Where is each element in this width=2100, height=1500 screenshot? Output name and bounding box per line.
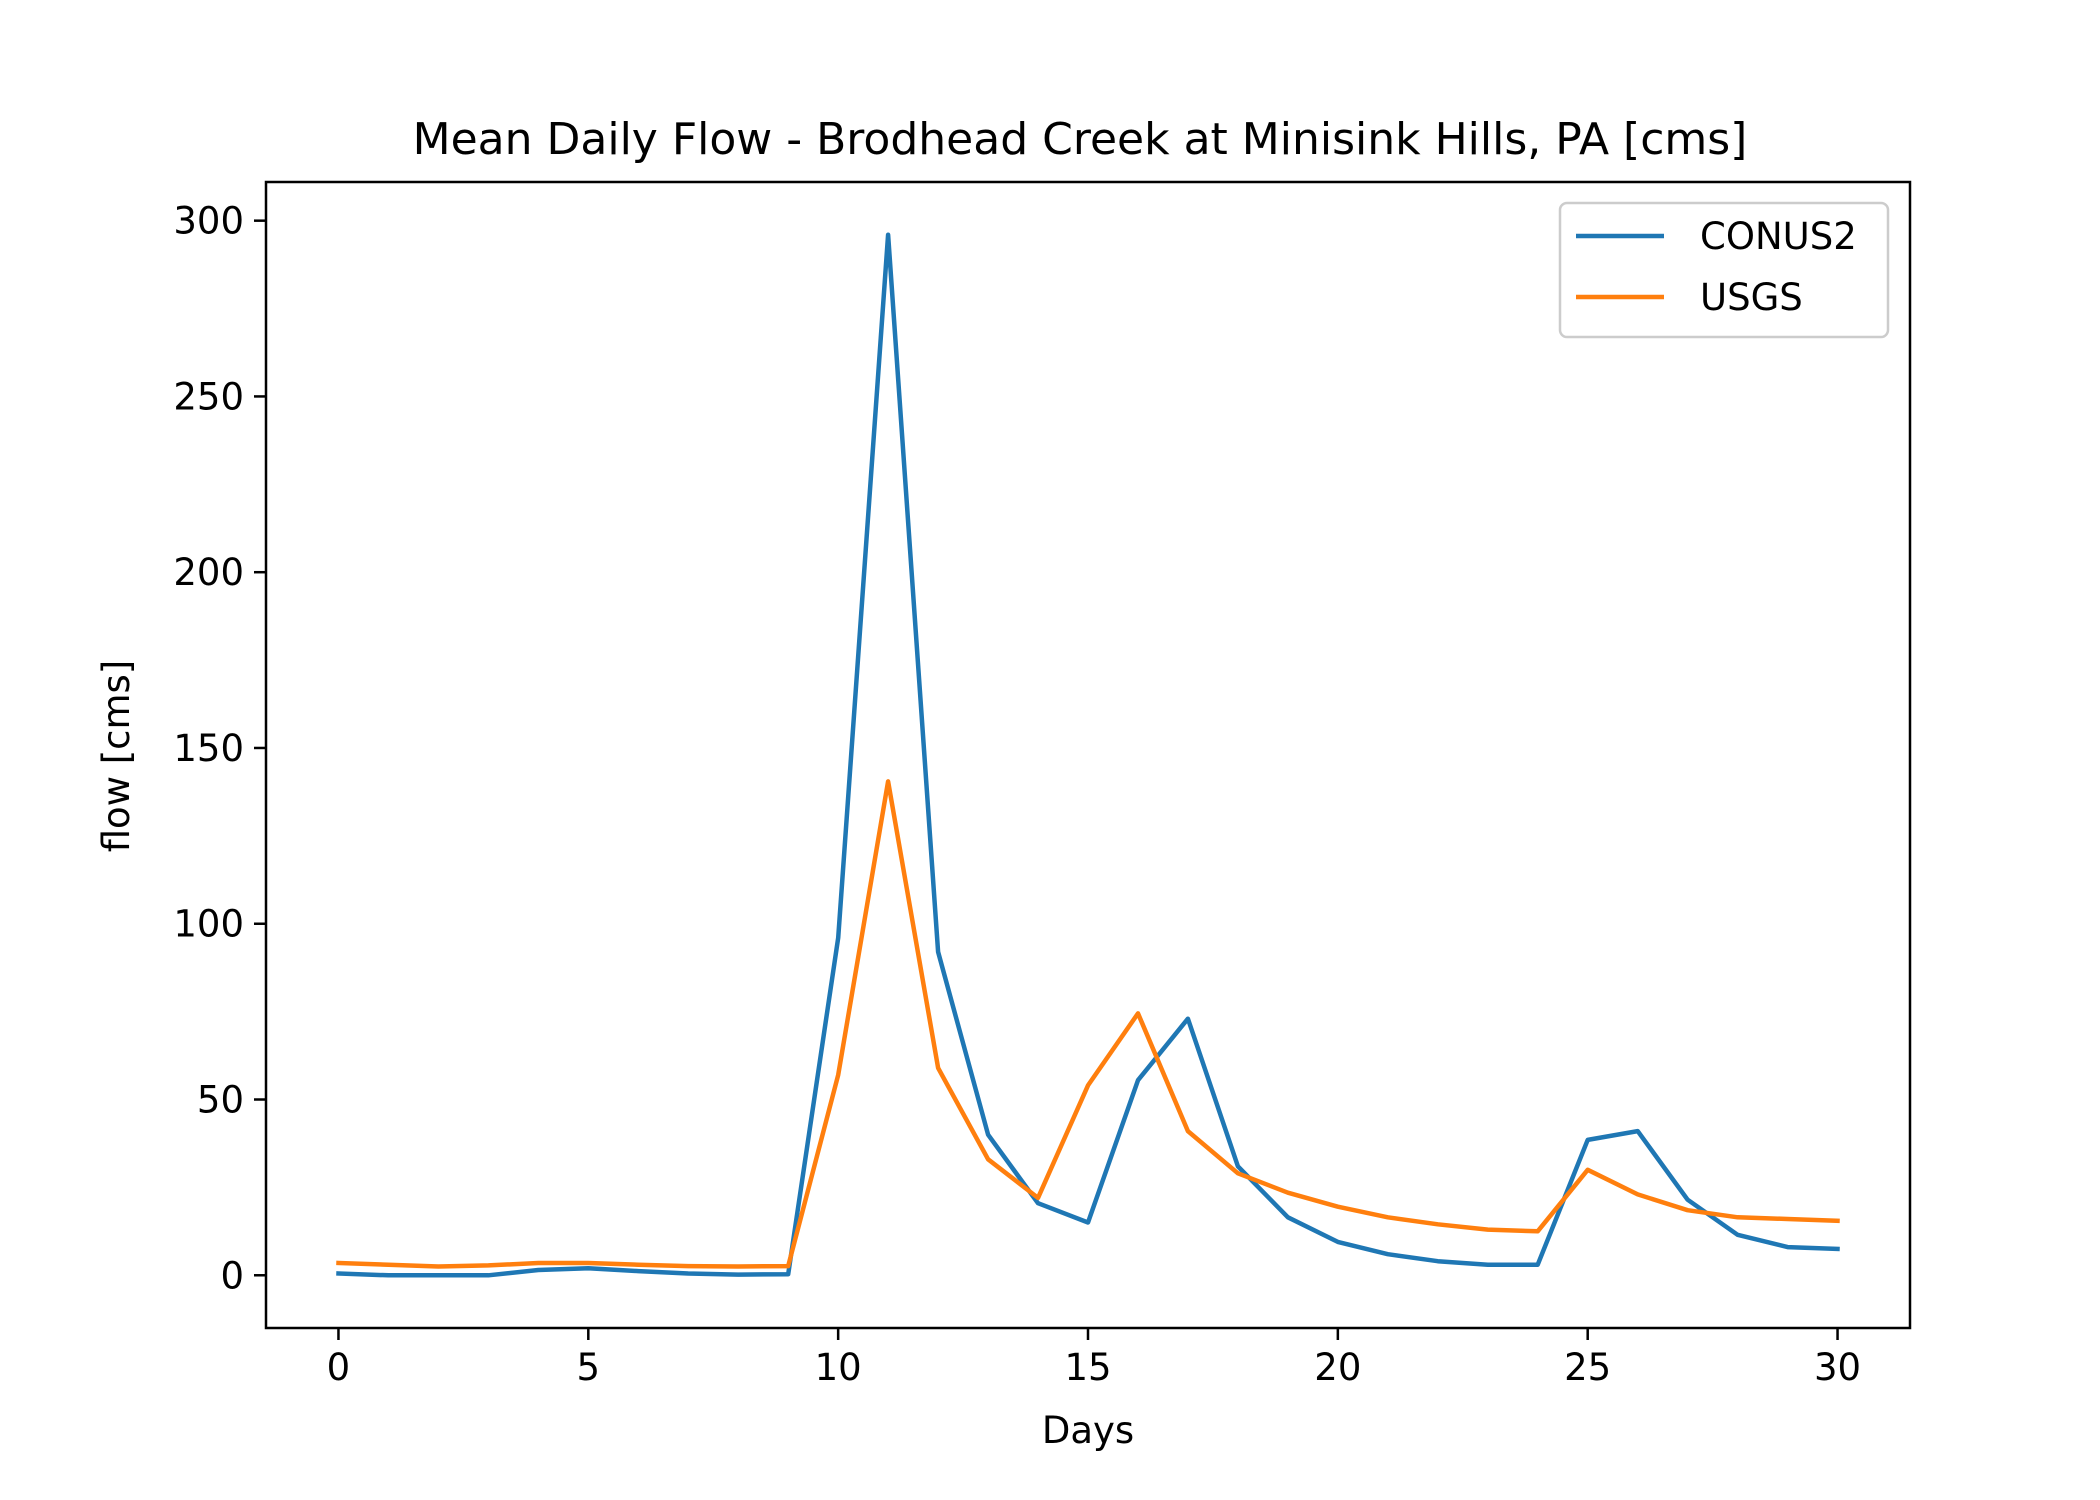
y-tick-label: 100: [173, 903, 244, 946]
series-line-conus2: [336, 232, 1840, 1278]
legend-label-usgs: USGS: [1700, 276, 1803, 319]
y-tick-label: 250: [173, 375, 244, 418]
x-tick-label: 20: [1314, 1346, 1361, 1389]
y-tick-label: 200: [173, 551, 244, 594]
y-axis-label: flow [cms]: [95, 660, 138, 853]
x-tick-label: 10: [815, 1346, 862, 1389]
legend-label-conus2: CONUS2: [1700, 215, 1857, 258]
x-tick-label: 30: [1814, 1346, 1861, 1389]
y-tick-label: 0: [220, 1254, 244, 1297]
y-tick-label: 150: [173, 727, 244, 770]
x-tick-label: 0: [327, 1346, 351, 1389]
y-tick-label: 50: [197, 1079, 244, 1122]
x-axis: 0 5 10 15 20 25 30: [327, 1328, 1861, 1389]
series-layer: [336, 232, 1840, 1278]
chart-title: Mean Daily Flow - Brodhead Creek at Mini…: [413, 114, 1748, 165]
series-line-usgs: [336, 779, 1840, 1269]
x-tick-label: 25: [1564, 1346, 1611, 1389]
y-tick-label: 300: [173, 200, 244, 243]
x-tick-label: 15: [1064, 1346, 1111, 1389]
x-axis-label: Days: [1042, 1409, 1134, 1452]
y-axis: 0 50 100 150 200 250 300: [173, 200, 266, 1297]
legend: CONUS2 USGS: [1558, 201, 1890, 339]
x-tick-label: 5: [577, 1346, 601, 1389]
